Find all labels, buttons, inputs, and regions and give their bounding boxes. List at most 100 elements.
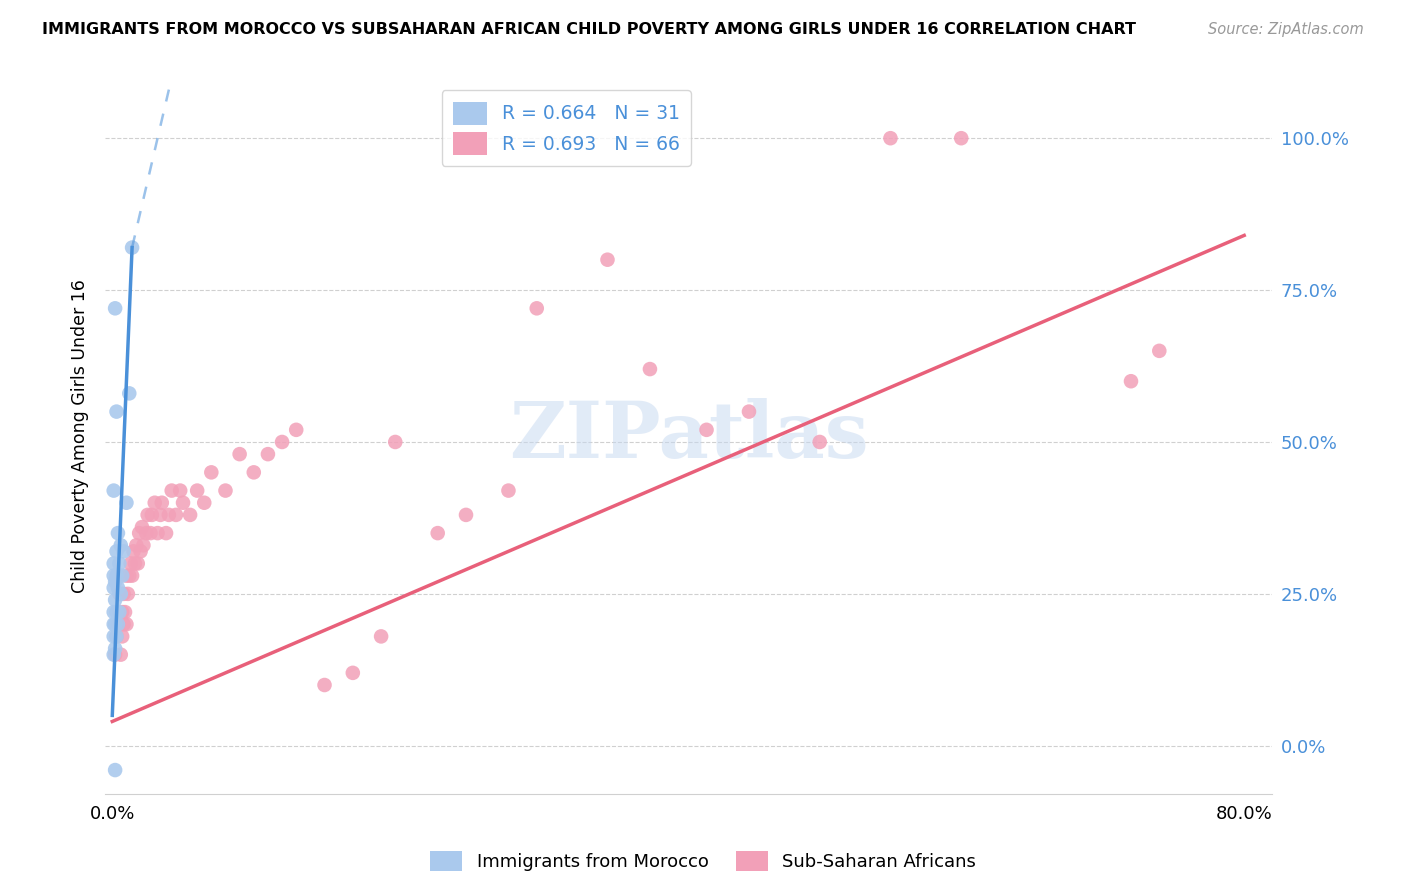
Point — [107, 581, 129, 595]
Point — [454, 508, 477, 522]
Point — [103, 648, 125, 662]
Point — [110, 538, 132, 552]
Point — [108, 557, 131, 571]
Point — [149, 508, 172, 522]
Point — [115, 617, 138, 632]
Y-axis label: Child Poverty Among Girls Under 16: Child Poverty Among Girls Under 16 — [72, 279, 89, 593]
Point — [104, 593, 127, 607]
Point — [105, 544, 128, 558]
Point — [103, 629, 125, 643]
Point — [118, 568, 141, 582]
Point — [285, 423, 308, 437]
Point — [131, 520, 153, 534]
Point — [1119, 374, 1142, 388]
Legend: R = 0.664   N = 31, R = 0.693   N = 66: R = 0.664 N = 31, R = 0.693 N = 66 — [441, 90, 690, 166]
Point — [112, 617, 135, 632]
Point — [146, 526, 169, 541]
Point — [111, 629, 134, 643]
Point — [114, 605, 136, 619]
Point — [160, 483, 183, 498]
Point — [193, 496, 215, 510]
Point — [104, 574, 127, 589]
Point — [155, 526, 177, 541]
Point — [112, 544, 135, 558]
Point — [696, 423, 718, 437]
Point — [112, 587, 135, 601]
Point — [879, 131, 901, 145]
Text: Source: ZipAtlas.com: Source: ZipAtlas.com — [1208, 22, 1364, 37]
Point — [111, 568, 134, 582]
Point — [314, 678, 336, 692]
Point — [150, 496, 173, 510]
Point — [498, 483, 520, 498]
Point — [950, 131, 973, 145]
Point — [135, 526, 157, 541]
Point — [136, 508, 159, 522]
Point — [121, 568, 143, 582]
Point — [107, 617, 129, 632]
Point — [214, 483, 236, 498]
Point — [165, 508, 187, 522]
Point — [257, 447, 280, 461]
Point — [141, 508, 163, 522]
Point — [169, 483, 191, 498]
Point — [104, 617, 127, 632]
Point — [110, 587, 132, 601]
Point — [143, 496, 166, 510]
Legend: Immigrants from Morocco, Sub-Saharan Africans: Immigrants from Morocco, Sub-Saharan Afr… — [422, 844, 984, 879]
Point — [107, 617, 129, 632]
Point — [120, 557, 142, 571]
Point — [228, 447, 250, 461]
Point — [105, 605, 128, 619]
Point — [127, 557, 149, 571]
Point — [121, 241, 143, 255]
Point — [103, 557, 125, 571]
Point — [186, 483, 208, 498]
Text: ZIPatlas: ZIPatlas — [509, 398, 869, 474]
Point — [738, 404, 761, 418]
Point — [129, 544, 152, 558]
Point — [103, 581, 125, 595]
Point — [526, 301, 548, 316]
Point — [200, 466, 222, 480]
Point — [242, 466, 264, 480]
Point — [107, 526, 129, 541]
Point — [271, 434, 294, 449]
Point — [808, 434, 831, 449]
Text: IMMIGRANTS FROM MOROCCO VS SUBSAHARAN AFRICAN CHILD POVERTY AMONG GIRLS UNDER 16: IMMIGRANTS FROM MOROCCO VS SUBSAHARAN AF… — [42, 22, 1136, 37]
Point — [110, 648, 132, 662]
Point — [426, 526, 449, 541]
Point — [115, 568, 138, 582]
Point — [104, 648, 127, 662]
Point — [103, 568, 125, 582]
Point — [370, 629, 392, 643]
Point — [108, 587, 131, 601]
Point — [122, 544, 145, 558]
Point — [139, 526, 162, 541]
Point — [172, 496, 194, 510]
Point — [125, 538, 148, 552]
Point — [115, 496, 138, 510]
Point — [596, 252, 619, 267]
Point — [104, 763, 127, 777]
Point — [1149, 343, 1171, 358]
Point — [342, 665, 364, 680]
Point — [157, 508, 180, 522]
Point — [111, 605, 134, 619]
Point — [103, 617, 125, 632]
Point — [105, 404, 128, 418]
Point — [105, 629, 128, 643]
Point — [179, 508, 201, 522]
Point — [104, 301, 127, 316]
Point — [108, 605, 131, 619]
Point — [118, 386, 141, 401]
Point — [104, 641, 127, 656]
Point — [132, 538, 155, 552]
Point — [105, 568, 128, 582]
Point — [103, 483, 125, 498]
Point — [128, 526, 150, 541]
Point — [124, 557, 146, 571]
Point — [117, 587, 139, 601]
Point — [108, 605, 131, 619]
Point — [384, 434, 406, 449]
